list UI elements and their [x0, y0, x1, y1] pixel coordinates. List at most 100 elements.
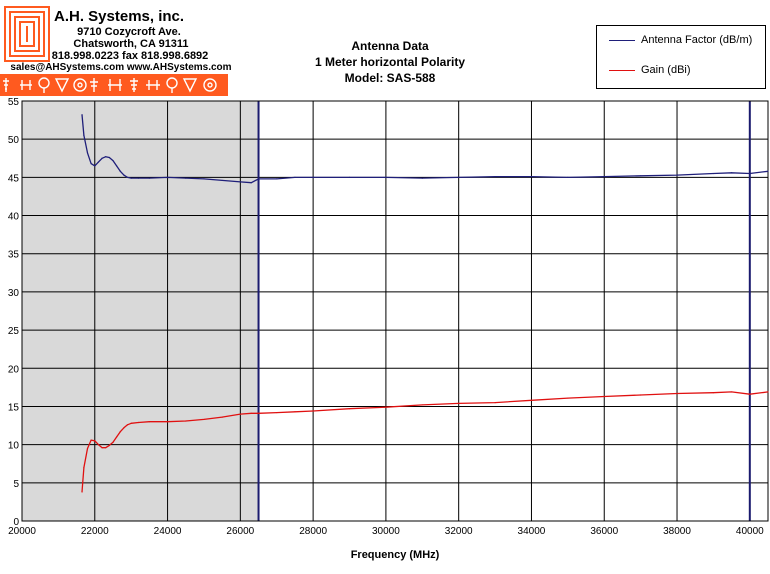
chart-title-block: Antenna Data 1 Meter horizontal Polarity…: [280, 38, 500, 86]
chart-title: Antenna Data: [351, 39, 429, 53]
chart-model: Model: SAS-588: [344, 71, 436, 85]
data-point: [712, 172, 715, 175]
data-point: [676, 392, 678, 395]
company-name: A.H. Systems, inc.: [54, 8, 185, 25]
data-point: [126, 424, 129, 426]
data-point: [148, 421, 150, 423]
data-point: [749, 172, 751, 175]
data-point: [123, 427, 125, 429]
data-point: [81, 491, 83, 493]
y-tick-label: 15: [8, 402, 20, 413]
legend-item-gain: Gain (dBi): [609, 64, 691, 76]
x-tick-label: 24000: [154, 526, 182, 537]
data-point: [94, 165, 96, 167]
data-point: [126, 176, 129, 178]
data-point: [530, 399, 533, 401]
y-tick-label: 40: [8, 212, 20, 223]
legend-swatch-antenna-factor: [609, 39, 635, 41]
company-logo-icon: [4, 6, 50, 62]
x-tick-label: 36000: [590, 526, 618, 537]
y-tick-label: 35: [8, 250, 20, 261]
y-tick-label: 5: [13, 479, 19, 490]
data-point: [250, 412, 252, 414]
data-point: [105, 156, 107, 158]
data-point: [123, 174, 125, 176]
data-point: [530, 176, 533, 178]
data-point: [116, 165, 118, 167]
data-point: [348, 408, 351, 410]
data-point: [567, 397, 569, 399]
data-point: [276, 178, 278, 180]
data-point: [83, 466, 85, 469]
y-tick-label: 30: [8, 288, 20, 299]
data-point: [116, 436, 118, 438]
data-point: [640, 394, 642, 396]
data-point: [108, 444, 110, 446]
data-point: [185, 420, 187, 422]
data-point: [294, 411, 296, 413]
data-point: [166, 421, 169, 423]
data-point: [239, 181, 241, 183]
data-point: [108, 156, 110, 159]
company-header: A.H. Systems, inc. 9710 Cozycroft Ave. C…: [0, 0, 260, 98]
legend-swatch-gain: [609, 69, 635, 71]
data-point: [348, 176, 351, 178]
y-tick-label: 10: [8, 441, 20, 452]
data-point: [130, 177, 132, 179]
data-point: [276, 411, 278, 414]
data-point: [119, 431, 121, 433]
data-point: [494, 176, 496, 178]
data-point: [767, 391, 769, 393]
y-tick-label: 55: [8, 97, 20, 108]
data-point: [185, 177, 187, 179]
data-point: [257, 412, 260, 414]
data-point: [250, 182, 252, 184]
data-point: [112, 441, 114, 443]
company-address-line-2: Chatsworth, CA 91311: [73, 38, 189, 50]
data-point: [712, 392, 715, 394]
x-tick-label: 20000: [8, 526, 36, 537]
y-tick-label: 45: [8, 173, 20, 184]
x-tick-label: 30000: [372, 526, 400, 537]
data-point: [257, 178, 260, 180]
y-tick-label: 20: [8, 364, 20, 375]
data-point: [112, 159, 114, 162]
data-point: [221, 416, 223, 418]
data-point: [221, 179, 223, 182]
company-web: sales@AHSystems.com www.AHSystems.com: [10, 62, 232, 73]
x-axis-label: Frequency (MHz): [350, 549, 440, 561]
data-point: [385, 406, 387, 408]
company-address-line-1: 9710 Cozycroft Ave.: [77, 26, 181, 38]
data-point: [494, 402, 496, 404]
legend-label-gain: Gain (dBi): [641, 64, 691, 76]
data-point: [385, 176, 387, 178]
chart-subtitle: 1 Meter horizontal Polarity: [314, 55, 466, 69]
data-point: [137, 421, 140, 424]
data-point: [203, 418, 205, 421]
data-point: [148, 177, 150, 179]
legend-label-antenna-factor: Antenna Factor (dB/m): [641, 34, 753, 46]
data-point: [97, 161, 100, 163]
plot-frame: [21, 100, 769, 522]
data-point: [640, 175, 642, 177]
data-point: [312, 410, 314, 412]
data-point: [421, 404, 423, 406]
data-point: [312, 176, 314, 178]
data-point: [166, 176, 169, 178]
data-point: [105, 447, 107, 449]
data-point: [749, 393, 751, 395]
data-point: [83, 134, 85, 136]
legend-item-antenna-factor: Antenna Factor (dB/m): [609, 34, 752, 46]
data-point: [203, 178, 205, 180]
data-point: [458, 176, 460, 178]
shaded-region: [22, 101, 259, 521]
x-tick-label: 38000: [663, 526, 691, 537]
data-point: [119, 170, 121, 172]
data-point: [97, 444, 100, 446]
chart-legend: Antenna Factor (dB/m) Gain (dBi): [596, 25, 766, 89]
data-point: [81, 114, 83, 116]
company-phone: 818.998.0223 fax 818.998.6892: [51, 50, 209, 62]
x-tick-label: 32000: [445, 526, 473, 537]
data-point: [86, 447, 89, 450]
x-tick-label: 28000: [299, 526, 327, 537]
